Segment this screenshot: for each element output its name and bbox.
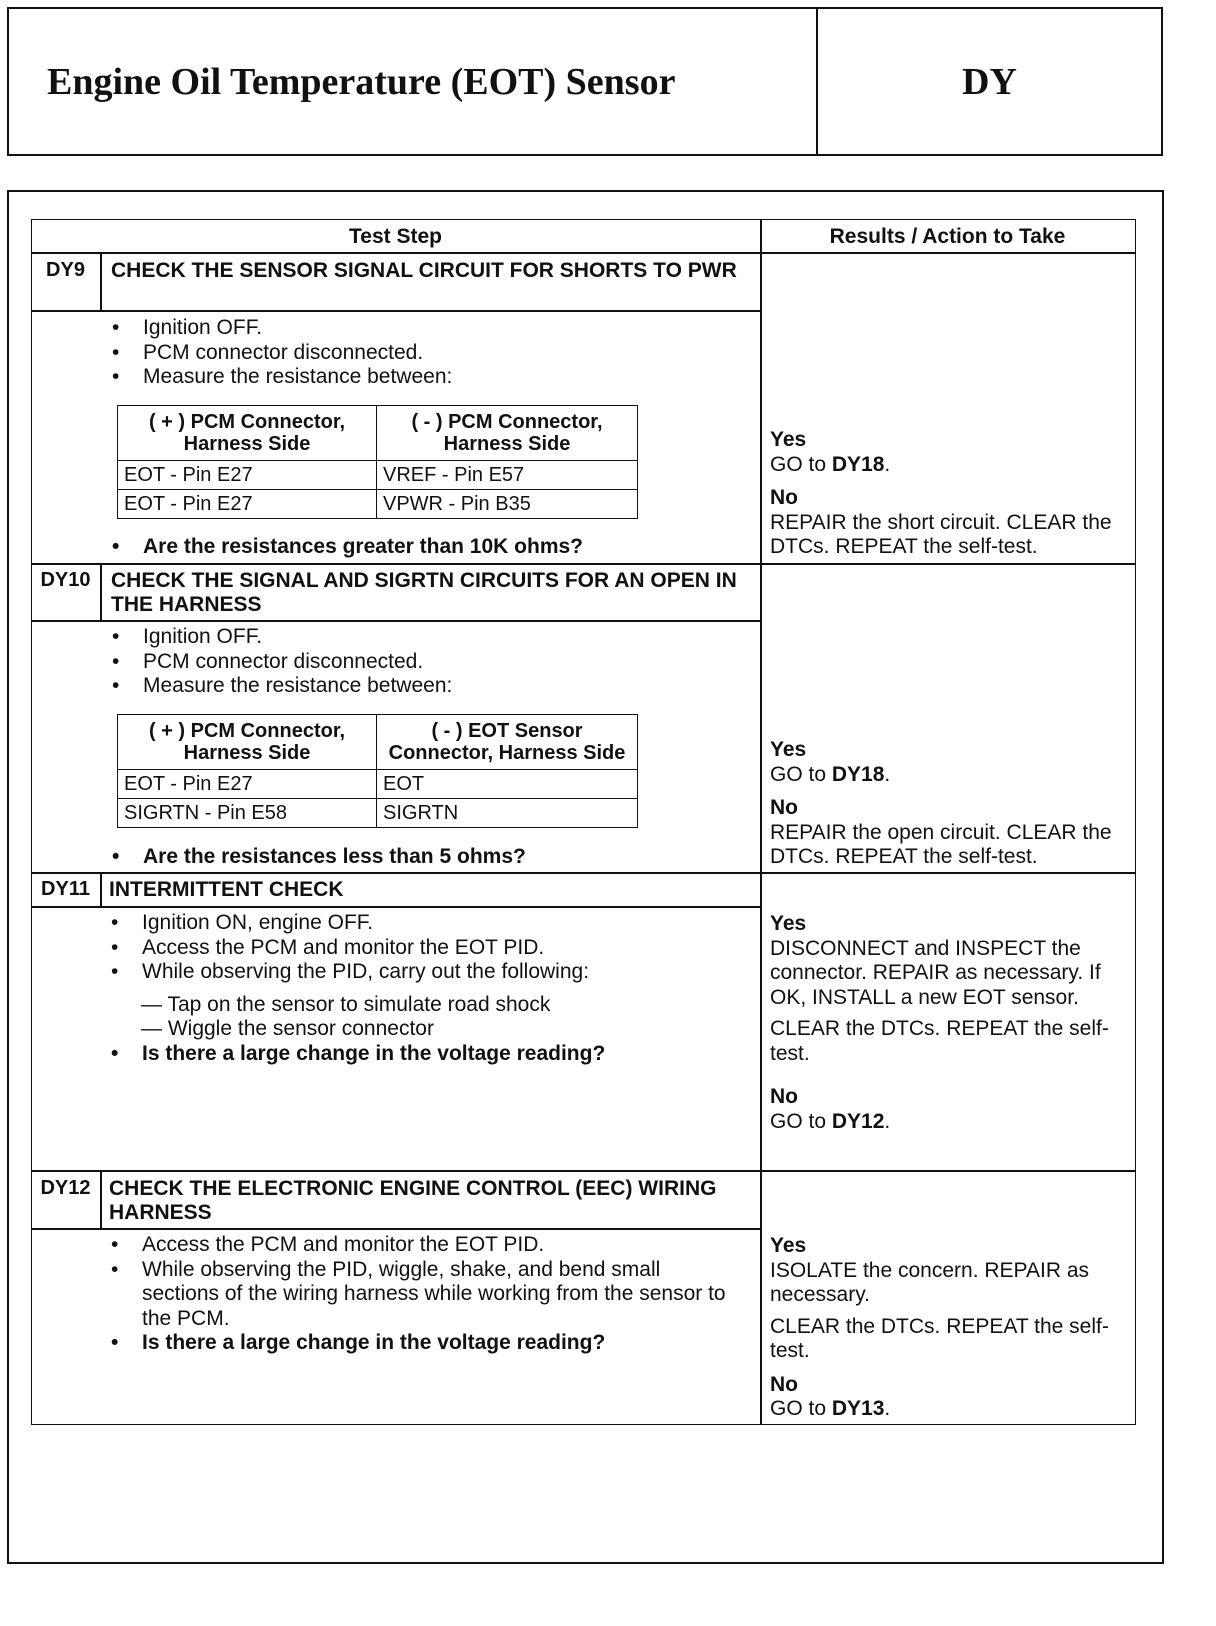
step-results: Yes ISOLATE the concern. REPAIR as neces… (770, 1234, 1135, 1422)
step-results: Yes DISCONNECT and INSPECT the connector… (770, 912, 1135, 1134)
id-divider (100, 563, 102, 620)
step-results: Yes GO to DY18. No REPAIR the short circ… (770, 428, 1135, 560)
yes-label: Yes (770, 738, 807, 761)
bullet: Measure the resistance between: (112, 365, 752, 390)
yes-text: DISCONNECT and INSPECT the connector. RE… (770, 936, 1101, 1009)
yes-text: CLEAR the DTCs. REPEAT the self-test. (770, 1017, 1109, 1065)
bullet: Access the PCM and monitor the EOT PID. (111, 936, 751, 961)
bullet: PCM connector disconnected. (112, 650, 752, 675)
sub-step: — Tap on the sensor to simulate road sho… (141, 992, 551, 1016)
punct: . (884, 452, 891, 476)
step-id: DY9 (46, 259, 85, 281)
id-divider (100, 1170, 102, 1228)
resistance-table: ( + ) PCM Connector, Harness Side( - ) P… (117, 405, 638, 519)
punct: . (884, 1109, 891, 1133)
step-title: CHECK THE SIGNAL AND SIGRTN CIRCUITS FOR… (111, 569, 737, 616)
step-question: Are the resistances greater than 10K ohm… (112, 535, 752, 560)
step-question: Are the resistances less than 5 ohms? (112, 845, 752, 870)
step-bullets: Ignition OFF. PCM connector disconnected… (112, 625, 752, 699)
punct: . (884, 762, 891, 786)
no-label: No (770, 1372, 798, 1396)
content-frame (7, 190, 1164, 1564)
sub-cell: VREF - Pin E57 (376, 460, 638, 490)
title-line (31, 1228, 760, 1230)
step-reference[interactable]: DY18 (831, 762, 885, 786)
step-id: DY10 (40, 569, 91, 591)
step-id: DY11 (41, 878, 90, 900)
section-code: DY (962, 61, 1017, 103)
row-line (31, 563, 1136, 565)
sub-header: ( - ) EOT Sensor Connector, Harness Side (376, 714, 638, 770)
yes-text: ISOLATE the concern. REPAIR as necessary… (770, 1258, 1090, 1307)
sub-cell: SIGRTN (376, 798, 638, 828)
header-divider (816, 7, 818, 156)
yes-text: CLEAR the DTCs. REPEAT the self-test. (770, 1314, 1109, 1363)
sub-cell: EOT (376, 769, 638, 799)
sub-cell: VPWR - Pin B35 (376, 489, 638, 519)
col-header-results: Results / Action to Take (829, 225, 1066, 248)
no-text: REPAIR the open circuit. CLEAR the DTCs.… (770, 820, 1112, 869)
resistance-table: ( + ) PCM Connector, Harness Side( - ) E… (117, 714, 638, 828)
yes-label: Yes (770, 1234, 807, 1257)
bullet: PCM connector disconnected. (112, 341, 752, 366)
step-reference[interactable]: DY13 (831, 1397, 885, 1420)
step-bullets: Ignition OFF. PCM connector disconnected… (112, 316, 752, 390)
yes-label: Yes (770, 912, 807, 935)
no-label: No (770, 796, 798, 819)
step-question: Is there a large change in the voltage r… (111, 1042, 751, 1067)
id-divider (100, 872, 102, 906)
sub-cell: SIGRTN - Pin E58 (117, 798, 377, 828)
col-header-test-step: Test Step (349, 225, 442, 248)
sub-cell: EOT - Pin E27 (117, 489, 377, 519)
row-line (31, 1170, 1136, 1172)
title-line (31, 620, 760, 622)
row-line (31, 252, 1136, 254)
row-line (31, 872, 1136, 874)
sub-header: ( + ) PCM Connector, Harness Side (117, 714, 377, 770)
step-title: INTERMITTENT CHECK (109, 878, 344, 901)
yes-label: Yes (770, 428, 807, 451)
bullet: Access the PCM and monitor the EOT PID. (111, 1233, 731, 1258)
sub-cell: EOT - Pin E27 (117, 460, 377, 490)
step-question: Is there a large change in the voltage r… (111, 1331, 731, 1356)
page-title: Engine Oil Temperature (EOT) Sensor (47, 61, 676, 103)
step-id: DY12 (40, 1177, 91, 1199)
bullet: Ignition OFF. (112, 625, 752, 650)
sub-step: — Wiggle the sensor connector (141, 1017, 434, 1040)
yes-text: GO to (770, 762, 832, 786)
yes-text: GO to (770, 452, 832, 476)
step-bullets: Access the PCM and monitor the EOT PID. … (111, 1233, 731, 1356)
title-line (31, 310, 760, 312)
title-line (31, 906, 760, 908)
punct: . (884, 1397, 891, 1420)
step-reference[interactable]: DY12 (831, 1109, 885, 1133)
bullet: Measure the resistance between: (112, 674, 752, 699)
test-table (31, 219, 1136, 1425)
bullet: While observing the PID, wiggle, shake, … (111, 1258, 731, 1332)
column-divider (760, 219, 762, 1424)
sub-header: ( - ) PCM Connector, Harness Side (376, 405, 638, 461)
step-results: Yes GO to DY18. No REPAIR the open circu… (770, 738, 1135, 870)
sub-cell: EOT - Pin E27 (117, 769, 377, 799)
step-bullets: Ignition ON, engine OFF. Access the PCM … (111, 911, 751, 1066)
step-title: CHECK THE ELECTRONIC ENGINE CONTROL (EEC… (109, 1177, 717, 1224)
bullet: Ignition OFF. (112, 316, 752, 341)
step-reference[interactable]: DY18 (831, 452, 885, 476)
sub-header: ( + ) PCM Connector, Harness Side (117, 405, 377, 461)
id-divider (100, 252, 102, 310)
no-label: No (770, 486, 798, 509)
no-text: REPAIR the short circuit. CLEAR the DTCs… (770, 510, 1112, 559)
step-title: CHECK THE SENSOR SIGNAL CIRCUIT FOR SHOR… (111, 259, 737, 282)
bullet: While observing the PID, carry out the f… (111, 960, 751, 985)
no-text: GO to (770, 1397, 832, 1420)
header-box (7, 7, 1163, 156)
bullet: Ignition ON, engine OFF. (111, 911, 751, 936)
no-text: GO to (770, 1109, 832, 1133)
no-label: No (770, 1085, 798, 1108)
